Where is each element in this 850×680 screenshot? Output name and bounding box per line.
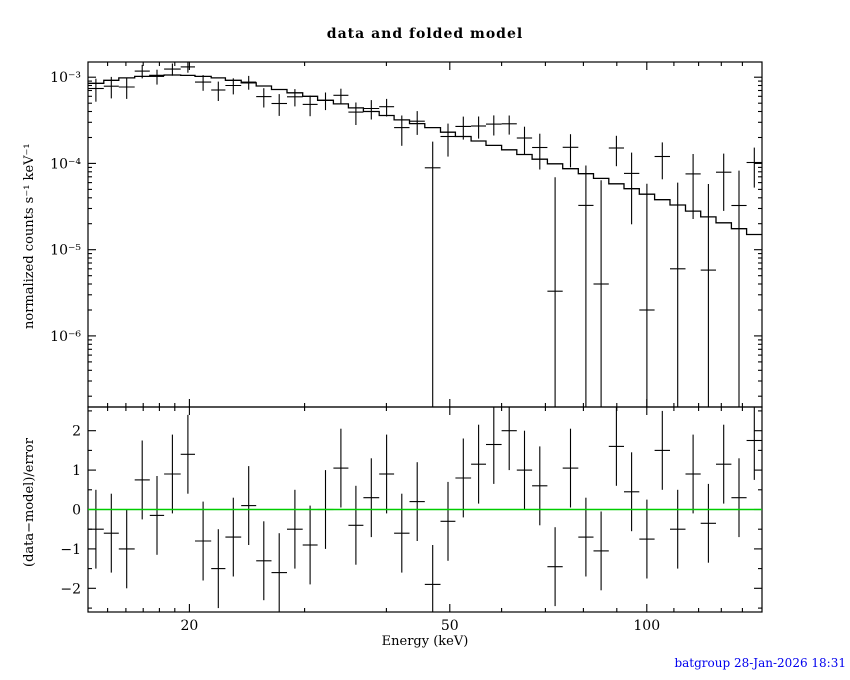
x-axis-label-energy: Energy (keV) bbox=[381, 634, 469, 649]
svg-text:10⁻⁴: 10⁻⁴ bbox=[50, 156, 81, 172]
svg-text:10⁻⁶: 10⁻⁶ bbox=[50, 329, 81, 345]
y-axis-label-counts: normalized counts s⁻¹ keV⁻¹ bbox=[22, 143, 37, 329]
svg-text:10⁻⁵: 10⁻⁵ bbox=[50, 243, 81, 259]
svg-text:1: 1 bbox=[72, 463, 81, 479]
svg-text:2: 2 bbox=[72, 424, 81, 440]
svg-text:−1: −1 bbox=[60, 542, 81, 558]
plot-footer: batgroup 28-Jan-2026 18:31 bbox=[674, 656, 846, 670]
plot-title: data and folded model bbox=[326, 26, 524, 42]
svg-text:10⁻³: 10⁻³ bbox=[50, 70, 81, 86]
svg-text:−2: −2 bbox=[60, 581, 81, 597]
svg-text:50: 50 bbox=[441, 618, 459, 634]
svg-text:0: 0 bbox=[72, 503, 81, 519]
svg-text:100: 100 bbox=[633, 618, 660, 634]
svg-text:20: 20 bbox=[180, 618, 198, 634]
y-axis-label-residuals: (data−model)/error bbox=[22, 438, 37, 567]
